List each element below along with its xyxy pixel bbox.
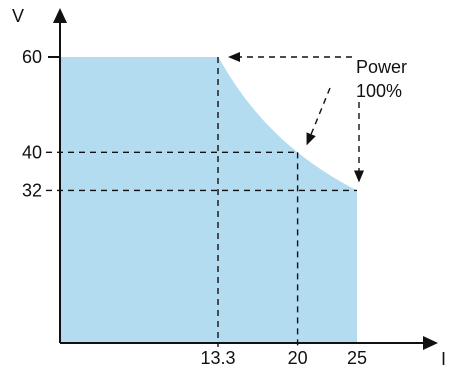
- x-axis-arrow: [423, 336, 438, 350]
- annotation-arrowhead: [228, 52, 241, 62]
- y-tick-label: 60: [22, 47, 42, 67]
- x-tick-label: 13.3: [200, 348, 235, 368]
- axes: [53, 8, 438, 350]
- power-annotation-value: 100%: [356, 81, 402, 101]
- y-axis-arrow: [53, 8, 67, 23]
- x-tick-label: 25: [347, 348, 367, 368]
- dashed-guides: [46, 56, 357, 347]
- annotation-arrow-line: [310, 87, 331, 136]
- annotation-arrows: [228, 52, 364, 183]
- y-axis-label: V: [12, 6, 24, 26]
- y-tick-label: 32: [22, 180, 42, 200]
- operating-region: [60, 56, 357, 343]
- annotation-arrowhead: [306, 132, 316, 146]
- x-tick-label: 20: [288, 348, 308, 368]
- x-axis-label: I: [441, 349, 446, 369]
- power-annotation-label: Power: [356, 57, 407, 77]
- annotation-arrowhead: [354, 170, 364, 183]
- y-tick-label: 40: [22, 142, 42, 162]
